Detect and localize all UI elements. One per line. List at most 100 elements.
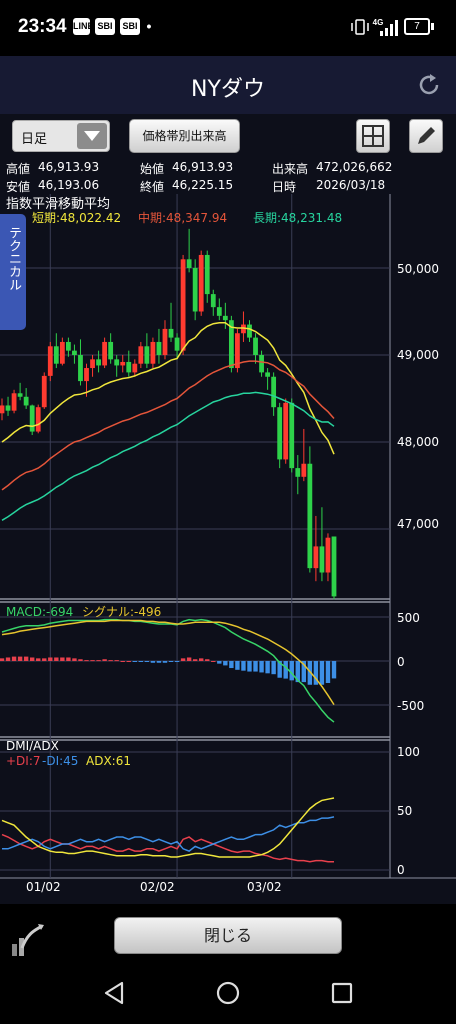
candle	[174, 333, 180, 360]
macd-histogram-bar	[114, 660, 119, 662]
dmi-chart	[1, 797, 335, 863]
candle-body	[295, 468, 301, 477]
macd-histogram-bar	[241, 661, 246, 671]
refresh-icon[interactable]	[416, 72, 442, 98]
back-nav-icon[interactable]	[100, 979, 128, 1007]
close-label: 終値	[140, 180, 165, 194]
candle	[283, 398, 289, 464]
candle	[241, 311, 246, 342]
macd-tick-label: 0	[397, 655, 405, 669]
macd-histogram-bar	[72, 658, 77, 661]
candle-body	[102, 341, 108, 366]
y-tick-label: 48,000	[397, 435, 439, 449]
candle-body	[331, 536, 337, 597]
home-nav-icon[interactable]	[214, 979, 242, 1007]
candle	[59, 337, 65, 366]
chart-area[interactable]: 指数平滑移動平均 短期:48,022.42 中期:48,347.94 長期:48…	[0, 194, 456, 904]
macd-histogram-bar	[217, 661, 222, 664]
candle	[29, 404, 35, 436]
macd-histogram-bar	[60, 657, 65, 661]
candle	[265, 368, 270, 390]
candle-body	[265, 372, 270, 377]
candle	[156, 328, 162, 364]
period-select[interactable]: 日足	[12, 120, 110, 152]
candle	[222, 302, 228, 329]
candle	[144, 333, 150, 369]
line-notification-icon: LINE	[73, 18, 94, 35]
candle-body	[168, 328, 174, 338]
candle	[47, 341, 53, 382]
macd-histogram-bar	[102, 659, 107, 661]
signal-icon	[380, 20, 398, 36]
macd-histogram-bar	[150, 661, 156, 663]
ema-short-line	[1, 322, 335, 455]
candle	[198, 250, 204, 316]
candle-body	[283, 402, 289, 460]
macd-histogram-bar	[253, 661, 258, 672]
candle	[0, 398, 5, 421]
candle-body	[216, 307, 222, 316]
ema-mid-line	[1, 360, 335, 491]
plus-di-line	[1, 833, 334, 863]
close-button[interactable]: 閉じる	[114, 917, 342, 954]
candle-body	[29, 405, 35, 432]
macd-histogram-bar	[11, 656, 17, 661]
candle-body	[259, 355, 264, 373]
technical-tab[interactable]: テクニカル	[0, 214, 26, 330]
macd-histogram-bar	[120, 661, 125, 662]
chart-tool-icon[interactable]	[8, 922, 48, 962]
recents-nav-icon[interactable]	[328, 979, 356, 1007]
candle-body	[174, 337, 180, 351]
macd-histogram-bar	[259, 661, 264, 673]
page-title: NYダウ	[191, 77, 265, 102]
pencil-icon[interactable]	[409, 119, 443, 153]
candle	[168, 302, 174, 342]
candle-body	[319, 546, 325, 573]
candle	[108, 333, 114, 364]
macd-histogram-bar	[132, 661, 137, 662]
macd-line	[1, 618, 335, 723]
candle-body	[11, 393, 17, 411]
candle-body	[162, 328, 168, 355]
grid-icon[interactable]	[356, 119, 390, 153]
candle-body	[78, 355, 83, 382]
macd-histogram-bar	[36, 658, 41, 661]
candle-body	[138, 346, 144, 364]
macd-histogram-bar	[307, 661, 313, 685]
macd-histogram-bar	[271, 661, 276, 675]
price-volume-button[interactable]: 価格帯別出来高	[129, 119, 240, 153]
technical-tab-label: テクニカル	[6, 226, 21, 291]
macd-histogram-bar	[229, 661, 234, 669]
chevron-down-icon[interactable]	[77, 123, 107, 149]
candle	[41, 372, 47, 409]
macd-histogram-bar	[319, 661, 325, 685]
macd-histogram-bar	[42, 658, 47, 661]
more-notifications-dot: •	[146, 18, 152, 34]
ema-long-line	[1, 391, 335, 521]
low-value: 46,193.06	[38, 178, 100, 192]
signal-legend: シグナル:-496	[82, 605, 161, 619]
high-label: 高値	[6, 162, 31, 176]
macd-tick-label: 500	[397, 611, 420, 625]
candle	[90, 355, 95, 377]
candlestick-chart	[0, 228, 337, 600]
candle-body	[66, 341, 71, 351]
candle	[162, 320, 168, 360]
period-select-value: 日足	[21, 132, 48, 147]
candle	[253, 333, 258, 364]
candle	[277, 402, 283, 469]
candle-body	[17, 393, 23, 397]
candle-body	[114, 359, 120, 366]
sbi-notification-icon: SBI	[120, 18, 140, 35]
macd-histogram-bar	[301, 661, 307, 683]
candle-body	[126, 361, 132, 373]
battery-icon: 7	[404, 18, 430, 35]
candle	[72, 344, 77, 364]
candle-body	[192, 268, 198, 312]
candle-body	[325, 537, 331, 573]
candle-body	[277, 407, 283, 460]
macd-histogram-bar	[108, 660, 113, 662]
macd-histogram-bar	[23, 656, 29, 661]
candle-body	[150, 341, 156, 364]
ema-lines	[1, 322, 335, 521]
